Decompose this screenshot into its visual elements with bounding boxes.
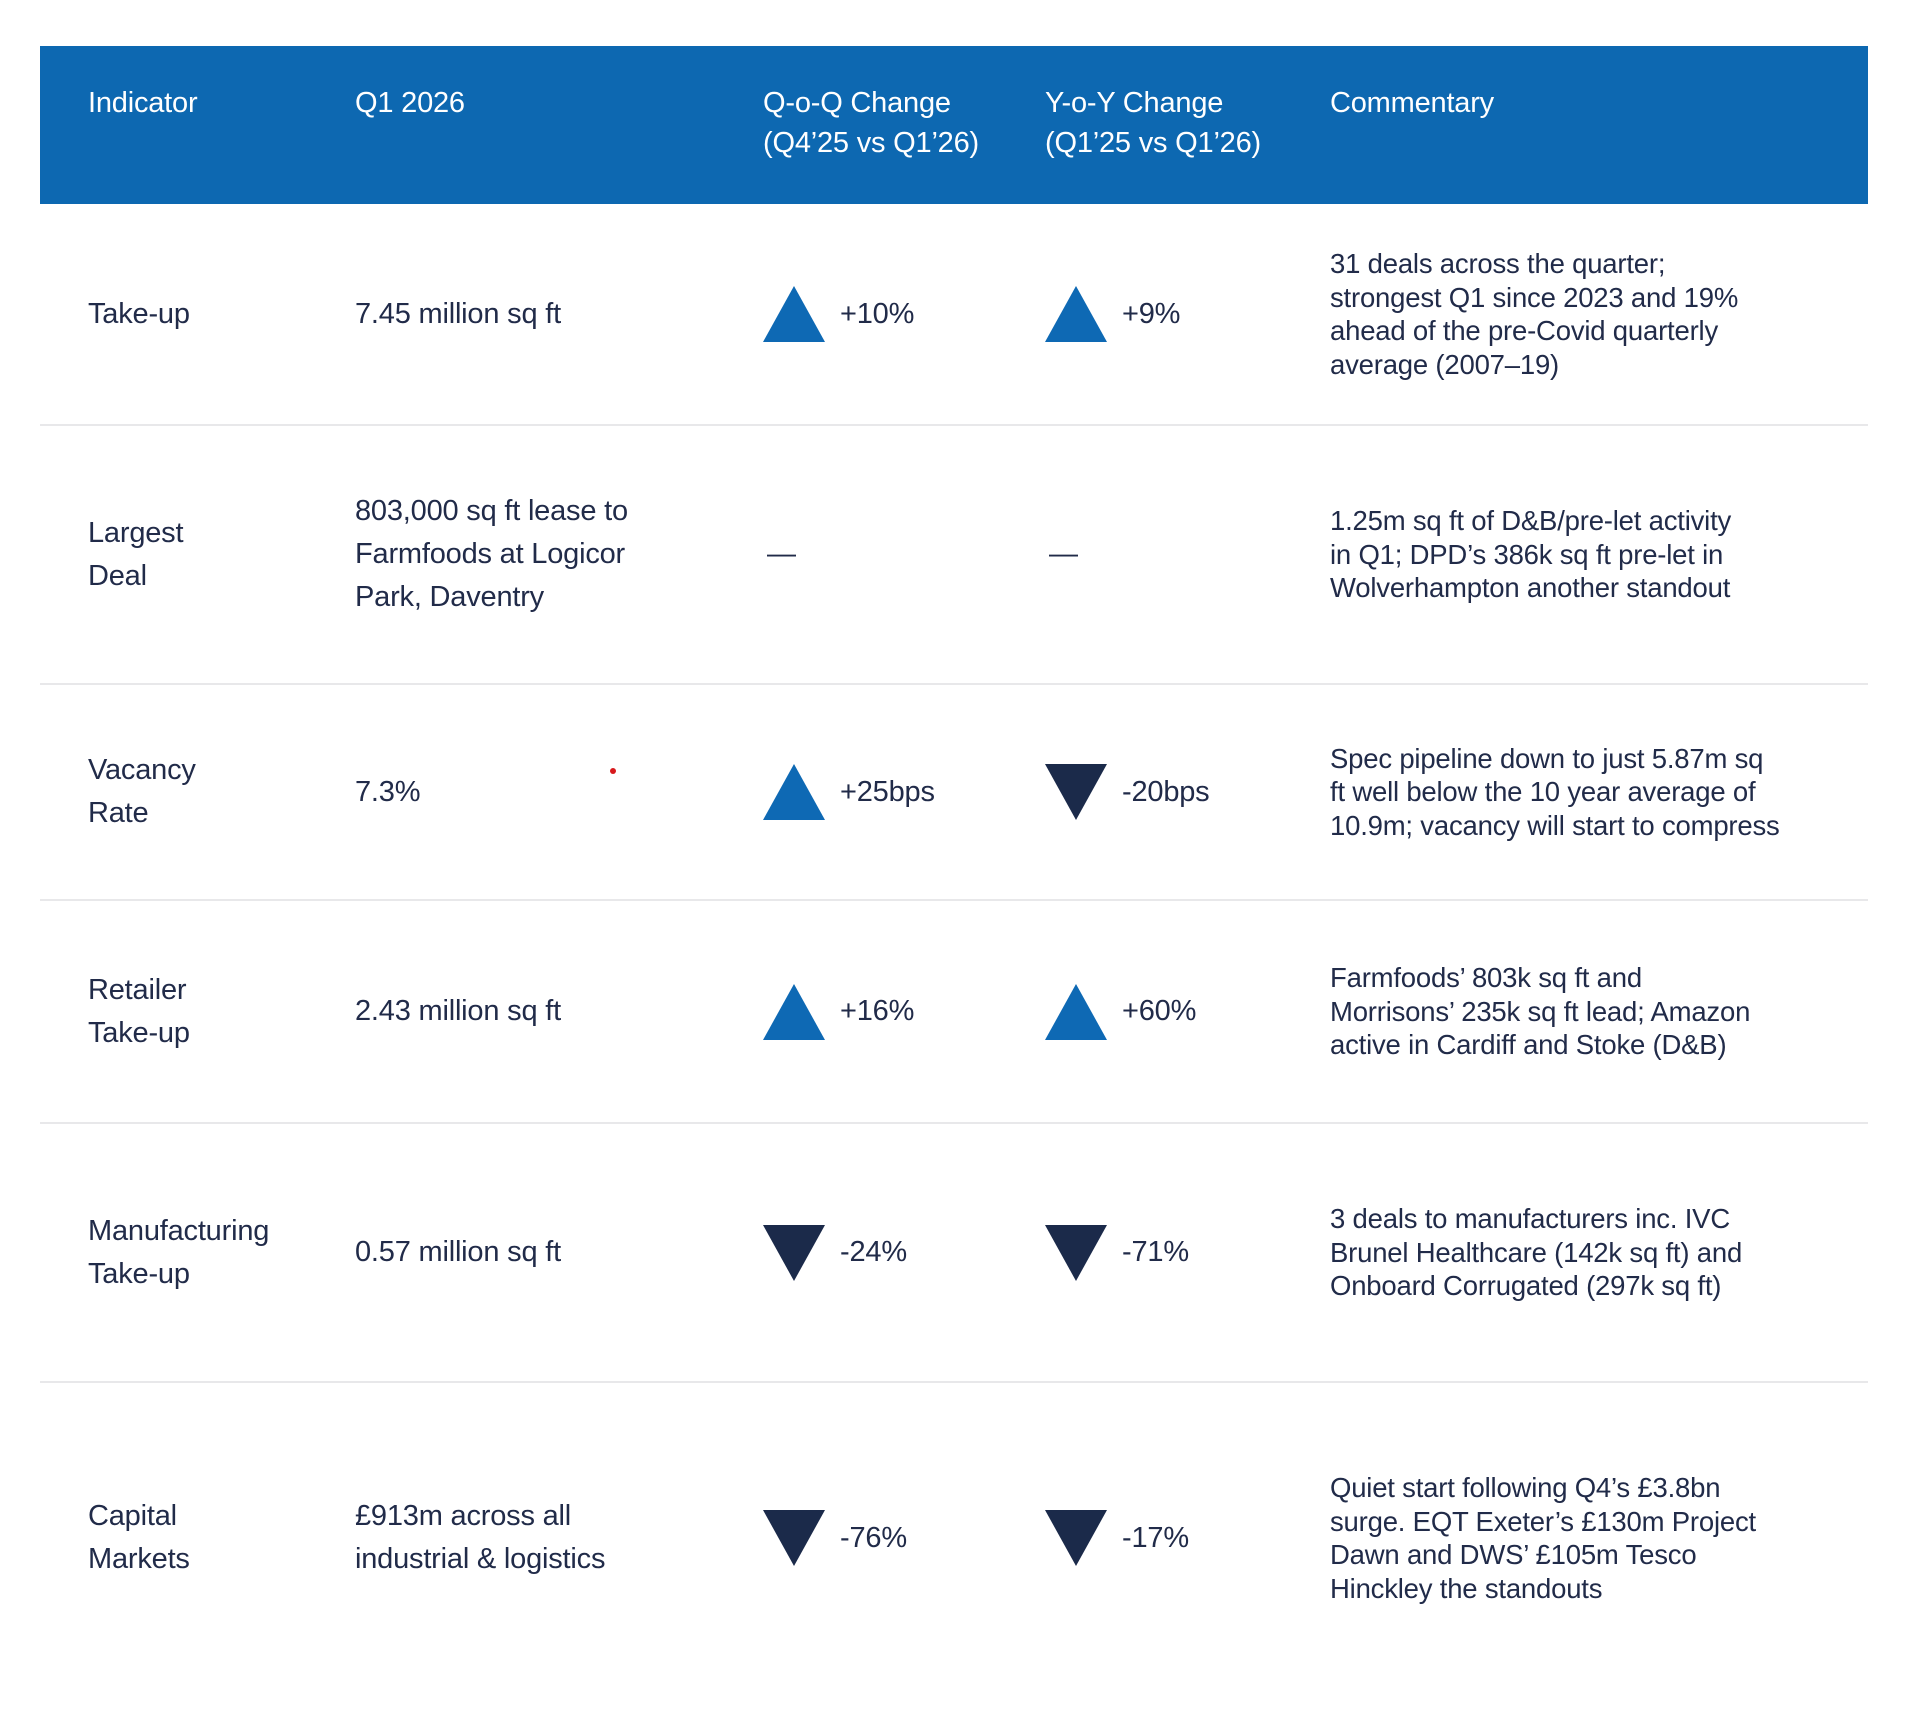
q1-2026-value: 0.57 million sq ft bbox=[355, 1236, 561, 1268]
qoq-change-cell: +10% bbox=[763, 286, 1045, 342]
indicator-label: Manufacturing Take-up bbox=[88, 1214, 270, 1290]
table-row-largest-deal: Largest Deal 803,000 sq ft lease to Farm… bbox=[40, 426, 1868, 685]
up-triangle-icon bbox=[763, 983, 825, 1040]
table-row-take-up: Take-up 7.45 million sq ft +10% +9% 31 d… bbox=[40, 204, 1868, 426]
indicator-label: Vacancy Rate bbox=[88, 754, 196, 829]
yoy-change-cell: -17% bbox=[1045, 1510, 1330, 1566]
commentary-text: Farmfoods’ 803k sq ft and Morrisons’ 235… bbox=[1330, 962, 1751, 1061]
column-header-q1-2026: Q1 2026 bbox=[355, 87, 465, 119]
qoq-change-cell: — bbox=[763, 533, 1045, 576]
yoy-change-value: — bbox=[1049, 538, 1078, 570]
qoq-change-value: -76% bbox=[840, 1521, 907, 1554]
up-triangle-icon bbox=[1045, 286, 1107, 342]
commentary-text: Quiet start following Q4’s £3.8bn surge.… bbox=[1330, 1472, 1756, 1604]
q1-2026-value: 803,000 sq ft lease to Farmfoods at Logi… bbox=[355, 495, 628, 613]
red-dot-artifact bbox=[610, 768, 616, 774]
commentary-text: 1.25m sq ft of D&B/pre-let activity in Q… bbox=[1330, 505, 1732, 604]
table-row-retailer-take-up: Retailer Take-up 2.43 million sq ft +16%… bbox=[40, 901, 1868, 1124]
yoy-change-value: +9% bbox=[1122, 297, 1181, 330]
indicator-label: Largest Deal bbox=[88, 516, 184, 592]
down-triangle-icon bbox=[763, 1224, 825, 1281]
qoq-change-value: — bbox=[767, 538, 796, 570]
q1-2026-value: 7.45 million sq ft bbox=[355, 297, 561, 330]
indicator-label: Retailer Take-up bbox=[88, 973, 190, 1049]
indicator-label: Take-up bbox=[88, 297, 190, 330]
yoy-change-value: -17% bbox=[1122, 1521, 1189, 1554]
yoy-change-value: +60% bbox=[1122, 995, 1197, 1027]
qoq-change-cell: -24% bbox=[763, 1224, 1045, 1281]
yoy-change-cell: -20bps bbox=[1045, 764, 1330, 820]
commentary-text: 31 deals across the quarter; strongest Q… bbox=[1330, 248, 1739, 380]
qoq-change-value: +25bps bbox=[840, 775, 935, 808]
down-triangle-icon bbox=[763, 1510, 825, 1566]
down-triangle-icon bbox=[1045, 1224, 1107, 1281]
yoy-change-cell: -71% bbox=[1045, 1224, 1330, 1281]
market-indicators-table: Indicator Q1 2026 Q-o-Q Change (Q4’25 vs… bbox=[40, 46, 1868, 1693]
qoq-change-cell: +16% bbox=[763, 983, 1045, 1040]
yoy-change-cell: +60% bbox=[1045, 983, 1330, 1040]
qoq-change-cell: +25bps bbox=[763, 764, 1045, 820]
column-header-yoy-change: Y-o-Y Change (Q1’25 vs Q1’26) bbox=[1045, 87, 1261, 159]
table-row-manufacturing-take-up: Manufacturing Take-up 0.57 million sq ft… bbox=[40, 1124, 1868, 1383]
qoq-change-cell: -76% bbox=[763, 1510, 1045, 1566]
commentary-text: 3 deals to manufacturers inc. IVC Brunel… bbox=[1330, 1203, 1743, 1302]
yoy-change-cell: +9% bbox=[1045, 286, 1330, 342]
q1-2026-value: 2.43 million sq ft bbox=[355, 995, 561, 1027]
down-triangle-icon bbox=[1045, 764, 1107, 820]
qoq-change-value: +10% bbox=[840, 297, 915, 330]
q1-2026-value: £913m across all industrial & logistics bbox=[355, 1500, 606, 1575]
q1-2026-value: 7.3% bbox=[355, 775, 421, 808]
commentary-text: Spec pipeline down to just 5.87m sq ft w… bbox=[1330, 742, 1780, 841]
qoq-change-value: -24% bbox=[840, 1236, 907, 1268]
up-triangle-icon bbox=[763, 286, 825, 342]
column-header-qoq-change: Q-o-Q Change (Q4’25 vs Q1’26) bbox=[763, 87, 979, 159]
qoq-change-value: +16% bbox=[840, 995, 915, 1027]
yoy-change-value: -20bps bbox=[1122, 775, 1210, 808]
table-row-capital-markets: Capital Markets £913m across all industr… bbox=[40, 1383, 1868, 1693]
up-triangle-icon bbox=[763, 764, 825, 820]
down-triangle-icon bbox=[1045, 1510, 1107, 1566]
yoy-change-value: -71% bbox=[1122, 1236, 1189, 1268]
up-triangle-icon bbox=[1045, 983, 1107, 1040]
column-header-indicator: Indicator bbox=[88, 87, 198, 119]
table-header-row: Indicator Q1 2026 Q-o-Q Change (Q4’25 vs… bbox=[40, 46, 1868, 204]
table-row-vacancy-rate: Vacancy Rate 7.3% +25bps -20bps Spec pip… bbox=[40, 685, 1868, 901]
indicator-label: Capital Markets bbox=[88, 1500, 190, 1575]
column-header-commentary: Commentary bbox=[1330, 87, 1494, 119]
yoy-change-cell: — bbox=[1045, 533, 1330, 576]
